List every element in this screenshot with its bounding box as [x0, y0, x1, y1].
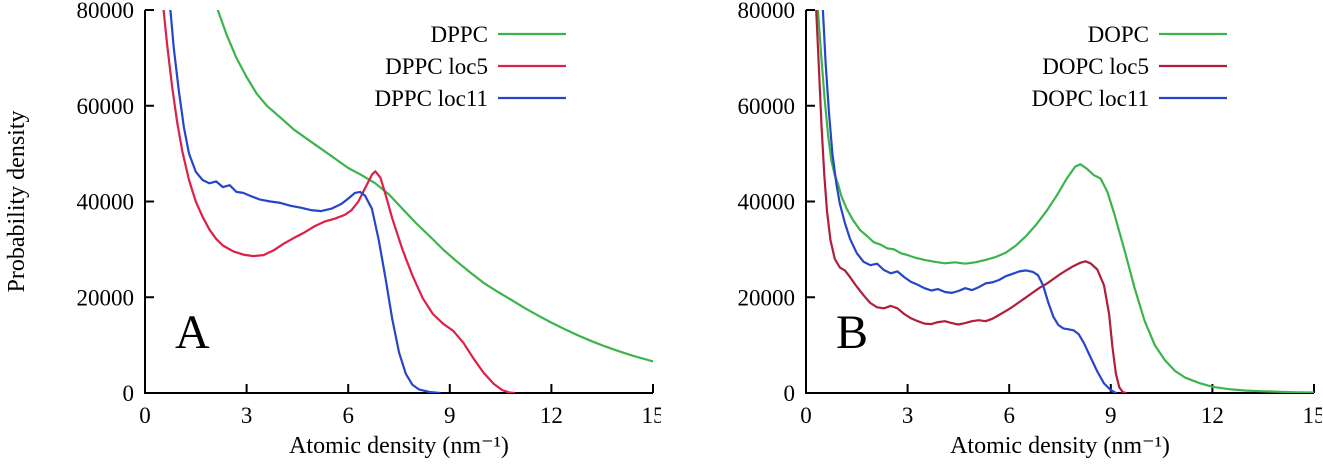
- x-tick-label: 3: [241, 403, 253, 428]
- x-tick-label: 0: [139, 403, 151, 428]
- panel-a: 0 3 6 9 12 15 0 20000 40000 60000 80000 Atomic dens…: [0, 0, 661, 464]
- y-axis-label: Probability density: [4, 111, 30, 293]
- x-tick-label: 6: [342, 403, 354, 428]
- x-tick-label: 0: [800, 403, 812, 428]
- legend-label: DOPC loc11: [1032, 86, 1149, 111]
- y-tick-label: 20000: [77, 285, 135, 310]
- y-tick-label: 20000: [738, 285, 796, 310]
- series-line-dopc-loc5: [815, 10, 1128, 393]
- y-tick-label: 60000: [738, 94, 796, 119]
- y-tick-label: 80000: [77, 0, 135, 23]
- x-tick-label: 3: [902, 403, 914, 428]
- legend-label: DOPC loc5: [1042, 54, 1149, 79]
- y-tick-label: 60000: [77, 94, 135, 119]
- legend-label: DOPC: [1088, 22, 1149, 47]
- y-tick-label: 40000: [77, 190, 135, 215]
- x-tick-label: 15: [642, 403, 662, 428]
- series-line-dopc: [816, 10, 1314, 393]
- panel-letter: B: [836, 306, 868, 359]
- chart-panel-a: 0 3 6 9 12 15 0 20000 40000 60000 80000 Atomic dens…: [4, 0, 662, 459]
- legend-label: DPPC loc5: [385, 54, 488, 79]
- chart-panel-b: 0 3 6 9 12 15 0 20000 40000 60000 80000 Atomic dens…: [738, 0, 1323, 459]
- x-tick-label: 9: [1105, 403, 1117, 428]
- x-tick-label: 6: [1003, 403, 1015, 428]
- panel-b: 0 3 6 9 12 15 0 20000 40000 60000 80000 Atomic dens…: [661, 0, 1323, 464]
- x-axis-label: Atomic density (nm⁻¹): [950, 433, 1170, 459]
- x-axis-label: Atomic density (nm⁻¹): [289, 433, 509, 459]
- series-line-dppc-loc11: [169, 10, 441, 393]
- legend-label: DPPC: [430, 22, 488, 47]
- x-tick-label: 9: [444, 403, 456, 428]
- y-tick-label: 0: [784, 381, 796, 406]
- y-tick-label: 40000: [738, 190, 796, 215]
- x-tick-label: 12: [540, 403, 563, 428]
- series-line-dppc: [216, 10, 653, 363]
- x-tick-label: 15: [1303, 403, 1323, 428]
- y-tick-label: 0: [123, 381, 135, 406]
- legend-label: DPPC loc11: [374, 86, 488, 111]
- y-tick-label: 80000: [738, 0, 796, 23]
- series-line-dppc-loc5: [162, 10, 516, 393]
- series-line-dopc-loc11: [821, 10, 1117, 393]
- panel-letter: A: [175, 306, 210, 359]
- x-tick-label: 12: [1201, 403, 1224, 428]
